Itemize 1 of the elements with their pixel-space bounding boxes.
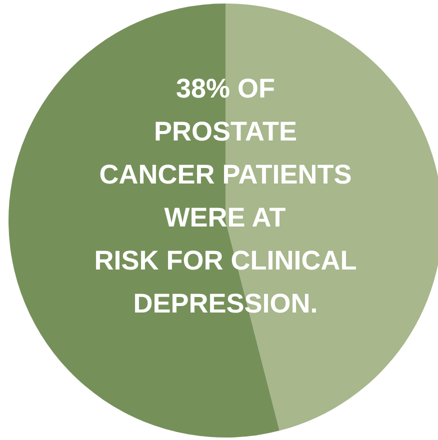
text: 38% OF PROSTATE CANCER PATIENTS WERE AT RISK FOR CLINICAL DEPRESSION.	[94, 74, 357, 318]
